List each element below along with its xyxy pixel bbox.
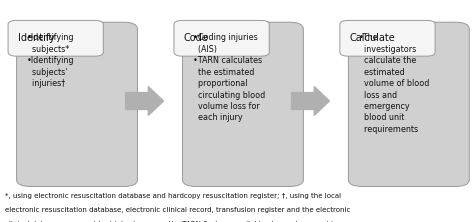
Text: clinical data management tool (also known as the TARN System, available at www.t: clinical data management tool (also know… bbox=[5, 221, 333, 222]
FancyBboxPatch shape bbox=[348, 22, 469, 186]
Text: •Identifying
  subjects*
•Identifying
  subjects'
  injuries†: •Identifying subjects* •Identifying subj… bbox=[27, 33, 74, 88]
Text: *, using electronic resuscitation database and hardcopy resuscitation register; : *, using electronic resuscitation databa… bbox=[5, 193, 341, 199]
FancyBboxPatch shape bbox=[182, 22, 303, 186]
Text: Code: Code bbox=[183, 33, 208, 43]
Text: Identify: Identify bbox=[18, 33, 55, 43]
FancyBboxPatch shape bbox=[17, 22, 137, 186]
Text: electronic resuscitation database, electronic clinical record, transfusion regis: electronic resuscitation database, elect… bbox=[5, 207, 350, 213]
FancyBboxPatch shape bbox=[340, 20, 435, 56]
Polygon shape bbox=[292, 87, 329, 115]
Text: •The
  investigators
  calculate the
  estimated
  volume of blood
  loss and
  : •The investigators calculate the estimat… bbox=[359, 33, 429, 134]
Text: Calculate: Calculate bbox=[349, 33, 395, 43]
Polygon shape bbox=[126, 87, 164, 115]
Text: •Coding injuries
  (AIS)
•TARN calculates
  the estimated
  proportional
  circu: •Coding injuries (AIS) •TARN calculates … bbox=[193, 33, 265, 123]
FancyBboxPatch shape bbox=[174, 20, 269, 56]
FancyBboxPatch shape bbox=[8, 20, 103, 56]
